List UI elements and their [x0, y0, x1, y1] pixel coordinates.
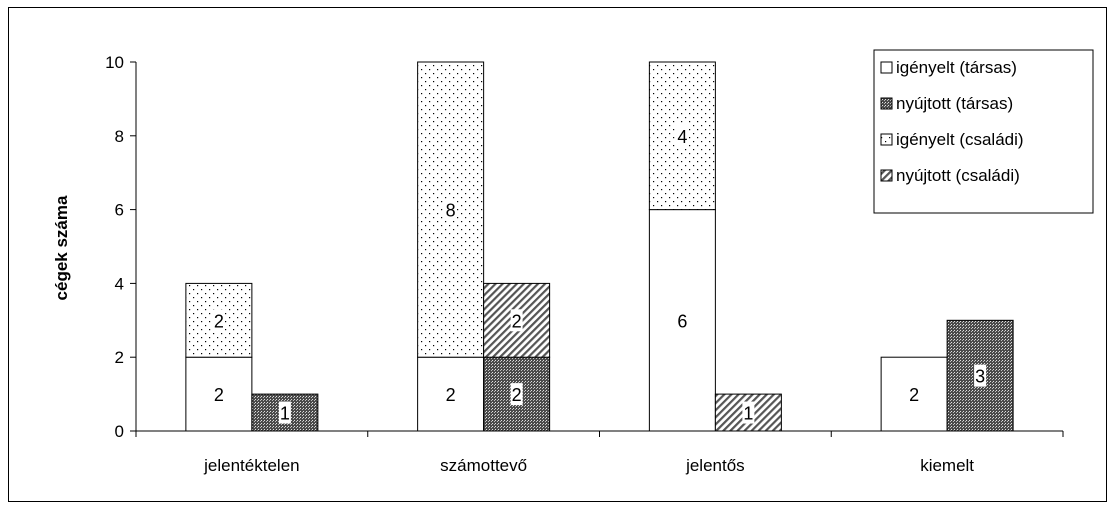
- y-axis-label: cégek száma: [52, 195, 71, 300]
- legend-swatch: [880, 97, 893, 110]
- data-label-bg: [278, 401, 291, 424]
- legend-label: igényelt (társas): [896, 58, 1017, 77]
- data-label: 3: [975, 367, 985, 387]
- data-label-bg: [510, 309, 523, 332]
- data-label-bg: [444, 198, 457, 221]
- data-label: 6: [677, 311, 687, 331]
- data-label: 2: [512, 385, 522, 405]
- y-tick-label: 2: [115, 348, 124, 367]
- data-label: 2: [512, 311, 522, 331]
- legend-label: nyújtott (társas): [896, 94, 1013, 113]
- bar-segment: [185, 356, 253, 432]
- legend-swatch: [880, 133, 893, 146]
- data-label-bg: [676, 124, 689, 147]
- y-tick-label: 0: [115, 422, 124, 441]
- data-labels: 2 2 1 2 8 2 2 6 4 1 2 3: [212, 124, 987, 424]
- legend-swatch: [880, 169, 893, 182]
- bar-segment: [417, 356, 485, 432]
- bar-segment: [648, 209, 716, 432]
- legend-label: nyújtott (családi): [896, 166, 1020, 185]
- data-label-bg: [974, 364, 987, 387]
- data-label: 1: [743, 404, 753, 424]
- y-tick-label: 8: [115, 127, 124, 146]
- data-label: 2: [214, 385, 224, 405]
- category-label: számottevő: [440, 456, 527, 475]
- category-label: jelentéktelen: [203, 456, 299, 475]
- data-label: 2: [214, 311, 224, 331]
- data-label: 2: [909, 385, 919, 405]
- legend: igényelt (társas) nyújtott (társas) igénye…: [873, 49, 1094, 214]
- y-tick-label: 6: [115, 201, 124, 220]
- legend-box: [873, 49, 1094, 214]
- x-axis: jelentéktelen számottevő jelentős kiemelt: [135, 430, 1064, 475]
- data-label-bg: [212, 309, 225, 332]
- data-label: 1: [280, 404, 290, 424]
- data-label: 8: [446, 201, 456, 221]
- legend-label: igényelt (családi): [896, 130, 1024, 149]
- legend-swatch: [880, 61, 893, 74]
- y-axis: 0 2 4 6 8 10: [105, 53, 137, 441]
- y-tick-label: 4: [115, 274, 124, 293]
- data-label-bg: [510, 383, 523, 406]
- bar-segment: [714, 393, 782, 432]
- category-label: kiemelt: [920, 456, 974, 475]
- y-tick-label: 10: [105, 53, 124, 72]
- category-label: jelentős: [685, 456, 745, 475]
- data-label: 2: [446, 385, 456, 405]
- data-label: 4: [677, 127, 687, 147]
- data-label-bg: [742, 401, 755, 424]
